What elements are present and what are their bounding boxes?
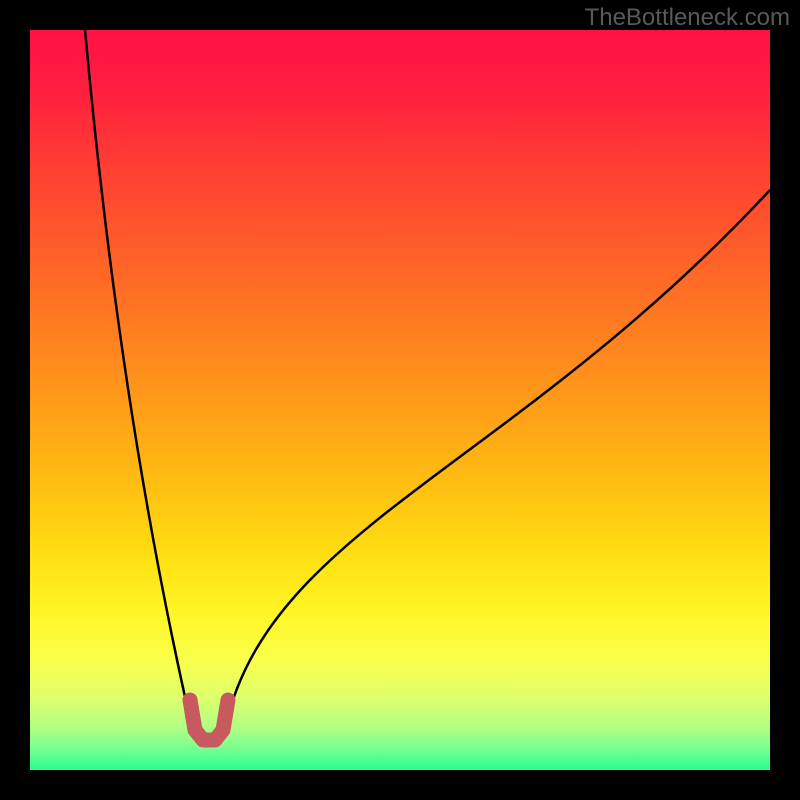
chart-frame: TheBottleneck.com (0, 0, 800, 800)
plot-area (30, 30, 770, 770)
bottleneck-chart (0, 0, 800, 800)
watermark-text: TheBottleneck.com (585, 4, 790, 32)
